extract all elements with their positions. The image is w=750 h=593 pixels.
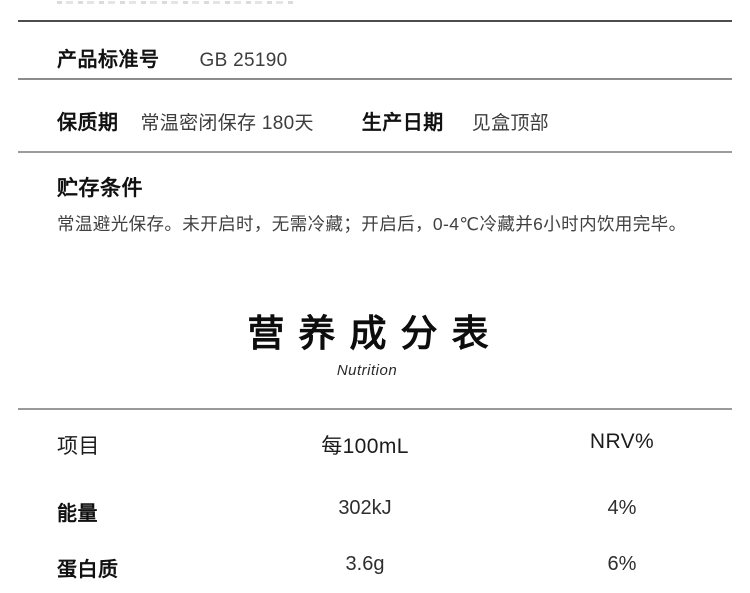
row-item-name: 蛋白质 [57,559,119,581]
row-per100ml: 3.6g [345,553,385,575]
nutrition-table-top-border [18,408,732,410]
row-per100ml: 302kJ [338,497,392,519]
standard-number-value: GB 25190 [199,50,288,71]
row-nrv: 6% [607,553,637,575]
standard-number-label: 产品标准号 [57,49,160,71]
table-row: 能量 302kJ 4% [0,497,750,526]
row-item-name: 能量 [57,503,98,525]
clipped-previous-row-fragment [57,1,295,4]
header-item: 项目 [57,435,100,458]
production-date-label: 生产日期 [361,112,444,134]
nutrition-facts-title: 营养成分表 [247,313,503,354]
shelf-life-value: 常温密闭保存 180天 [140,113,314,134]
shelf-life-label: 保质期 [57,112,119,134]
storage-conditions-text: 常温避光保存。未开启时，无需冷藏；开启后，0-4℃冷藏并6小时内饮用完毕。 [57,214,687,234]
nutrition-table-header: 项目 每100mL NRV% [0,430,750,460]
row-nrv: 4% [607,497,637,519]
header-nrv: NRV% [589,430,655,453]
spec-row-standard: 产品标准号 GB 25190 [57,43,287,72]
header-per100ml: 每100mL [321,435,409,458]
divider [18,78,732,80]
storage-conditions-title: 贮存条件 [57,177,143,200]
nutrition-facts-subtitle: Nutrition [336,362,398,379]
divider [18,20,732,22]
spec-row-shelf-life: 保质期 常温密闭保存 180天 生产日期 见盒顶部 [57,106,549,135]
divider [18,151,732,153]
table-row: 蛋白质 3.6g 6% [0,553,750,582]
production-date-value: 见盒顶部 [471,113,549,134]
